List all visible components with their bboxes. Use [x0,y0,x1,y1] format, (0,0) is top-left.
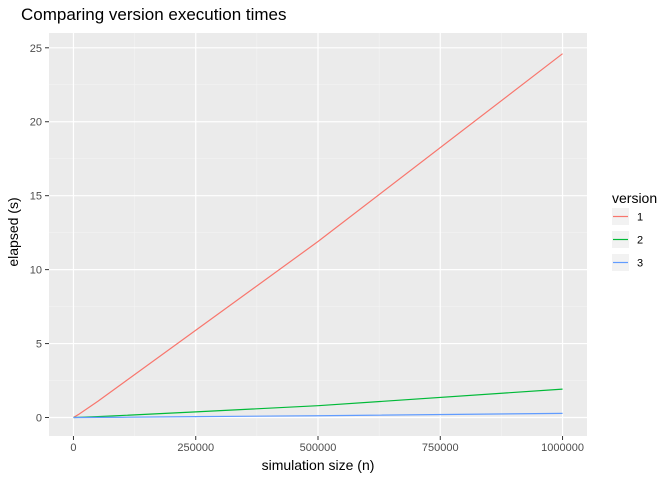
x-tick-label: 500000 [300,442,337,454]
x-tick-label: 750000 [422,442,459,454]
grid-major [49,33,587,436]
x-tick-label: 1000000 [541,442,584,454]
legend: version 1 2 3 [612,190,657,271]
y-tick-label: 0 [36,413,42,425]
chart-title: Comparing version execution times [21,5,287,24]
series-line-3 [73,412,563,419]
y-tick-label: 25 [30,43,42,55]
legend-title: version [612,190,657,206]
y-tick-label: 15 [30,191,42,203]
legend-label-1: 1 [637,212,643,224]
legend-label-3: 3 [637,258,643,270]
y-tick-label: 10 [30,265,42,277]
legend-items: 1 2 3 [612,208,643,271]
series-lines [73,53,563,419]
y-tick-label: 20 [30,117,42,129]
x-axis-title: simulation size (n) [262,457,375,473]
y-tick-label: 5 [36,339,42,351]
y-axis-ticks: 0 5 10 15 20 25 [30,43,49,425]
y-axis-title: elapsed (s) [5,197,21,266]
x-axis-ticks: 0 250000 500000 750000 1000000 [70,436,584,454]
series-line-1 [73,53,563,419]
x-tick-label: 0 [70,442,76,454]
legend-label-2: 2 [637,235,643,247]
x-tick-label: 250000 [177,442,214,454]
